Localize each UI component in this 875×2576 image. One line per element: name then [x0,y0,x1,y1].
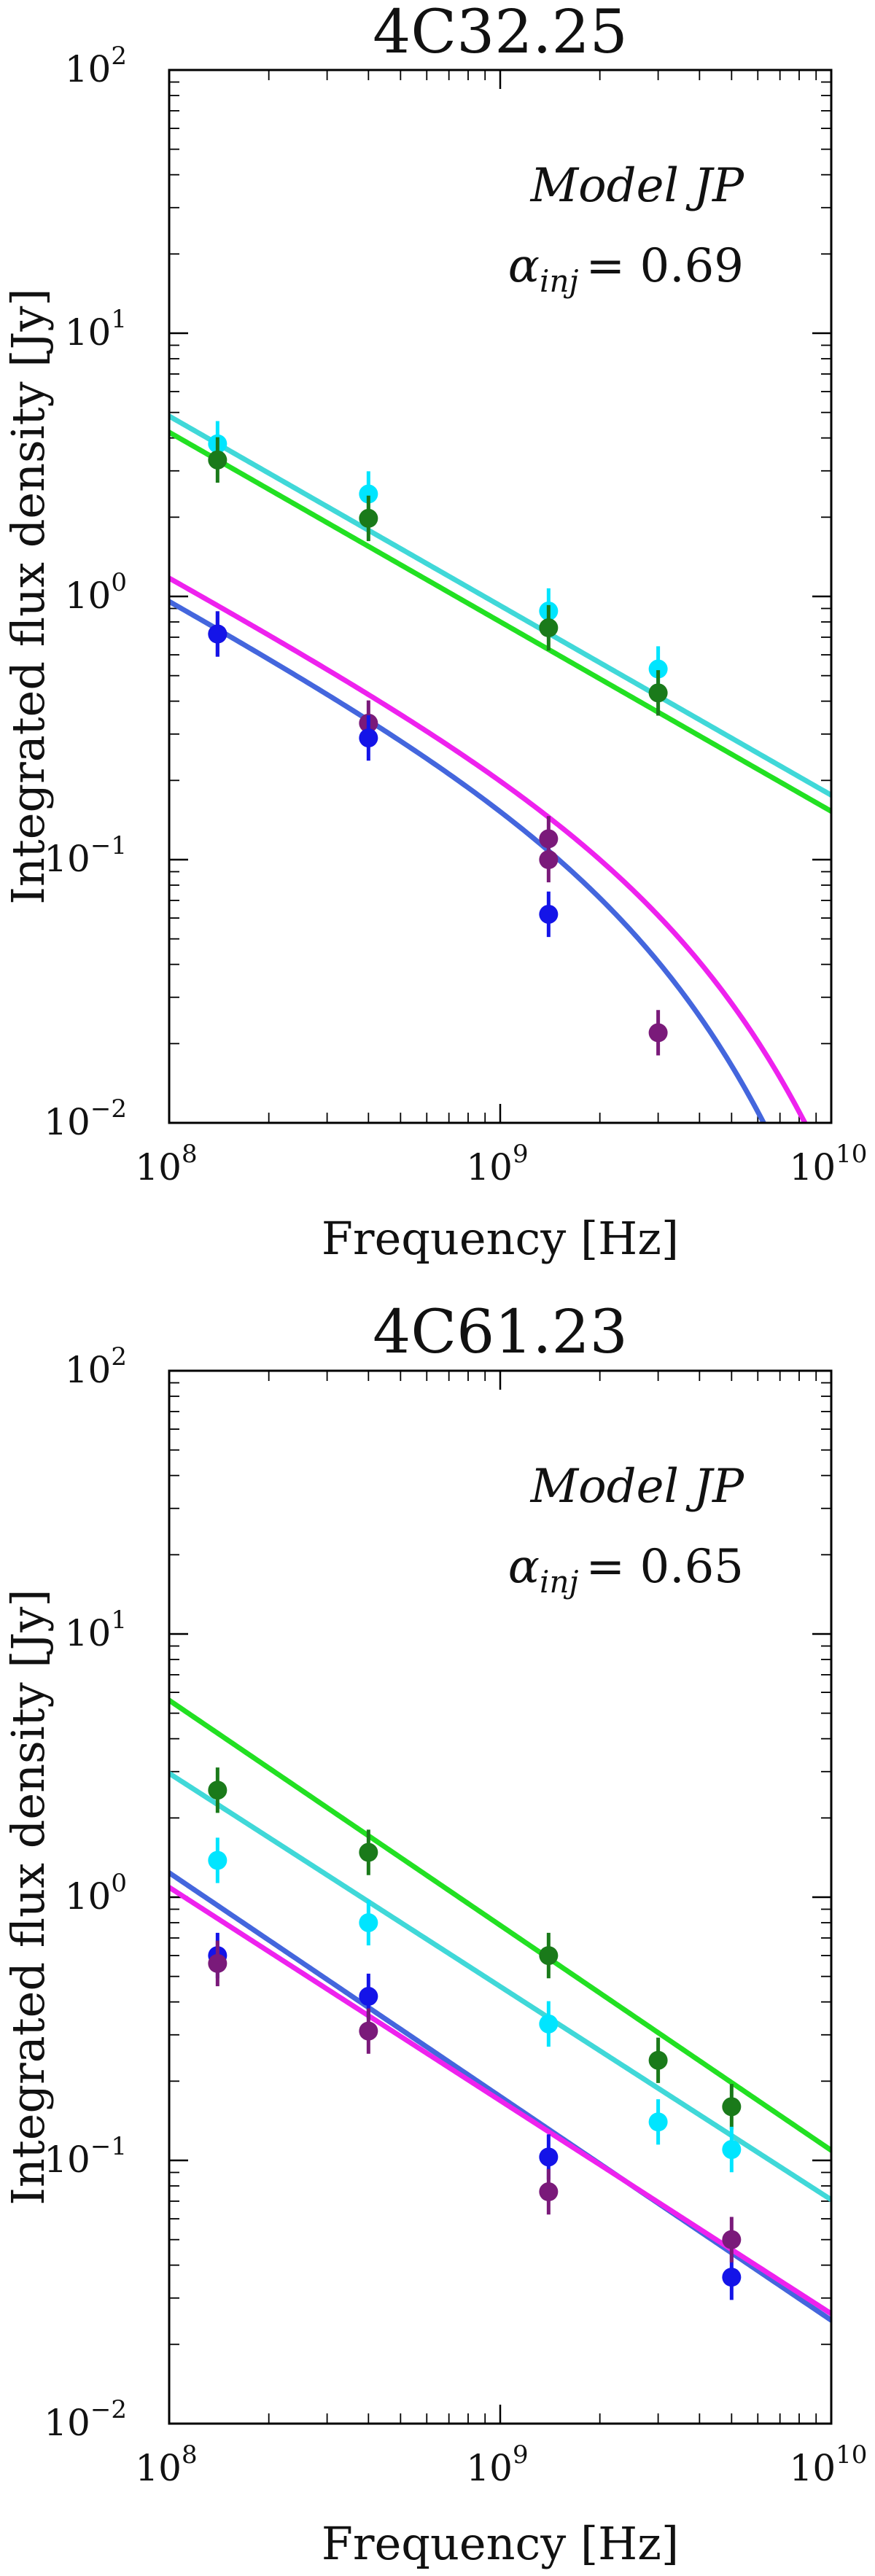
data-point-blue [359,1987,378,2007]
annotation-model: Model JP [530,159,744,213]
data-point-green [722,2097,742,2117]
y-tick-label: 100 [65,1869,127,1918]
y-tick-label: 101 [65,1606,127,1654]
data-point-cyan [539,2014,559,2034]
chart-title: 4C61.23 [373,1298,628,1367]
data-point-blue [359,728,378,748]
y-tick-label: 10−1 [44,2132,127,2181]
x-tick-label: 109 [466,1140,528,1188]
data-point-green [359,1842,378,1862]
data-point-cyan [722,2140,742,2160]
data-point-blue [539,904,559,924]
data-point-blue [539,2147,559,2167]
data-point-purple [359,2021,378,2041]
y-tick-label: 10−2 [44,1094,127,1143]
x-tick-label: 1010 [790,1140,868,1188]
x-axis-label: Frequency [Hz] [322,2517,679,2570]
data-points [208,421,668,1056]
data-point-purple [539,2182,559,2202]
data-point-cyan [359,1912,378,1932]
data-point-green [648,683,668,703]
data-points [208,1767,742,2300]
x-tick-label: 1010 [790,2440,868,2489]
data-point-green [208,450,228,470]
y-tick-label: 101 [65,305,127,354]
data-point-purple [208,1953,228,1973]
data-point-green [208,1781,228,1800]
y-tick-label: 10−2 [44,2395,127,2444]
annotation-model: Model JP [530,1460,744,1514]
chart-title: 4C32.25 [373,0,628,67]
y-tick-label: 100 [65,568,127,617]
y-tick-label: 10−1 [44,831,127,880]
y-axis-label: Integrated flux density [Jy] [1,1589,55,2205]
model-line-green [169,429,831,814]
data-point-cyan [648,2112,668,2132]
y-tick-label: 102 [65,42,127,90]
data-point-purple [648,1023,668,1043]
model-curves [169,413,831,1123]
data-point-purple [539,850,559,869]
x-axis-label: Frequency [Hz] [322,1212,679,1265]
data-point-blue [722,2268,742,2287]
model-line-cyan [169,413,831,798]
annotation-alpha: αinj = 0.69 [508,239,744,299]
data-point-cyan [359,484,378,504]
chart-panel-2: 4C61.23 Frequency [Hz] Integrated flux den… [1,1298,867,2570]
model-curves [169,1697,831,2323]
model-line-purple [169,1884,831,2316]
x-tick-label: 108 [135,1140,197,1188]
data-point-cyan [648,659,668,679]
y-axis-label: Integrated flux density [Jy] [1,288,55,904]
model-line-purple [169,575,808,1123]
plot-frame [168,69,833,1124]
data-point-purple [722,2230,742,2249]
model-line-cyan [169,1770,831,2203]
data-point-green [359,508,378,528]
data-point-green [539,618,559,638]
model-line-blue [169,599,767,1123]
data-point-green [648,2050,668,2070]
data-point-green [539,1946,559,1966]
plot-frame [168,1369,833,2425]
model-line-green [169,1697,831,2153]
x-tick-label: 109 [466,2440,528,2489]
y-tick-label: 102 [65,1342,127,1391]
x-tick-label: 108 [135,2440,197,2489]
chart-panel-1: 4C32.25 Frequency [Hz] Integrated flux den… [1,0,868,1265]
data-point-blue [208,624,228,644]
data-point-cyan [208,1851,228,1870]
annotation-alpha: αinj = 0.65 [508,1540,744,1600]
